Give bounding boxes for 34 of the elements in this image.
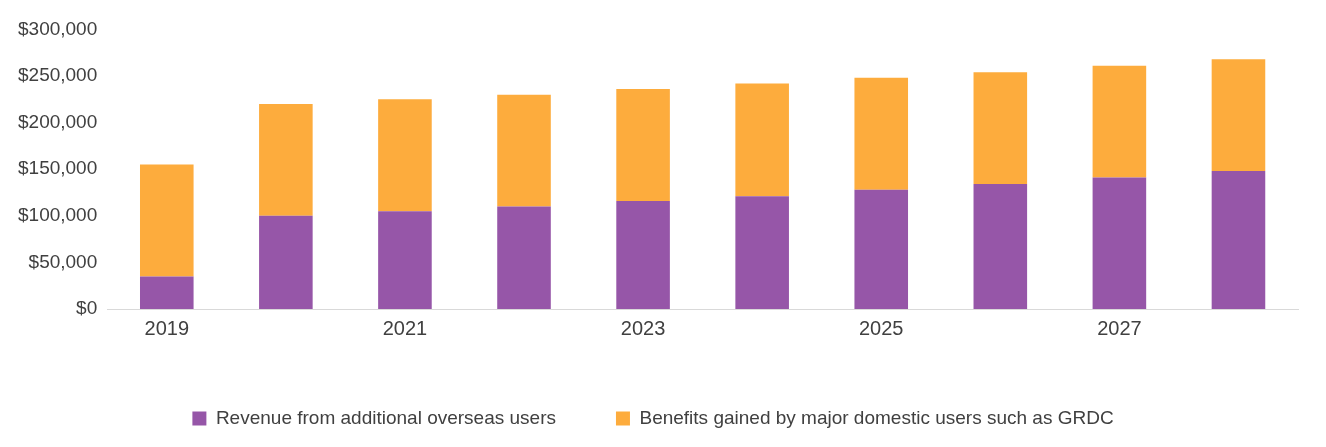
bar [139, 276, 194, 309]
bar [378, 99, 432, 212]
bar [973, 72, 1028, 185]
bar [497, 206, 551, 309]
bar [735, 196, 789, 309]
bar [854, 189, 909, 309]
y-tick-label: $300,000 [18, 17, 98, 39]
bar [1211, 59, 1266, 172]
y-tick-label: $250,000 [18, 64, 98, 86]
bar [1092, 177, 1147, 309]
legend-label: Revenue from additional overseas users [215, 406, 556, 428]
bar [735, 83, 789, 197]
x-tick-label: 2027 [1097, 316, 1142, 339]
bar [1092, 65, 1147, 178]
bar [259, 215, 313, 309]
bar [378, 211, 432, 309]
x-tick-label: 2023 [620, 316, 666, 339]
legend-label: Benefits gained by major domestic users such as GRDC [639, 406, 1114, 428]
y-tick-label: $200,000 [18, 110, 98, 132]
x-tick-label: 2025 [858, 316, 904, 339]
bar [497, 94, 551, 207]
bar [139, 164, 194, 277]
y-tick-label: $50,000 [28, 250, 98, 272]
y-tick-label: $150,000 [18, 157, 98, 179]
bar [973, 184, 1028, 309]
bar [1211, 171, 1266, 309]
bar [616, 200, 670, 309]
bar [854, 77, 909, 190]
bar [616, 89, 670, 201]
x-tick-label: 2021 [382, 316, 428, 339]
bar [259, 103, 313, 216]
y-tick-label: $0 [76, 297, 98, 319]
x-tick-label: 2019 [144, 316, 190, 339]
y-tick-label: $100,000 [18, 204, 98, 226]
